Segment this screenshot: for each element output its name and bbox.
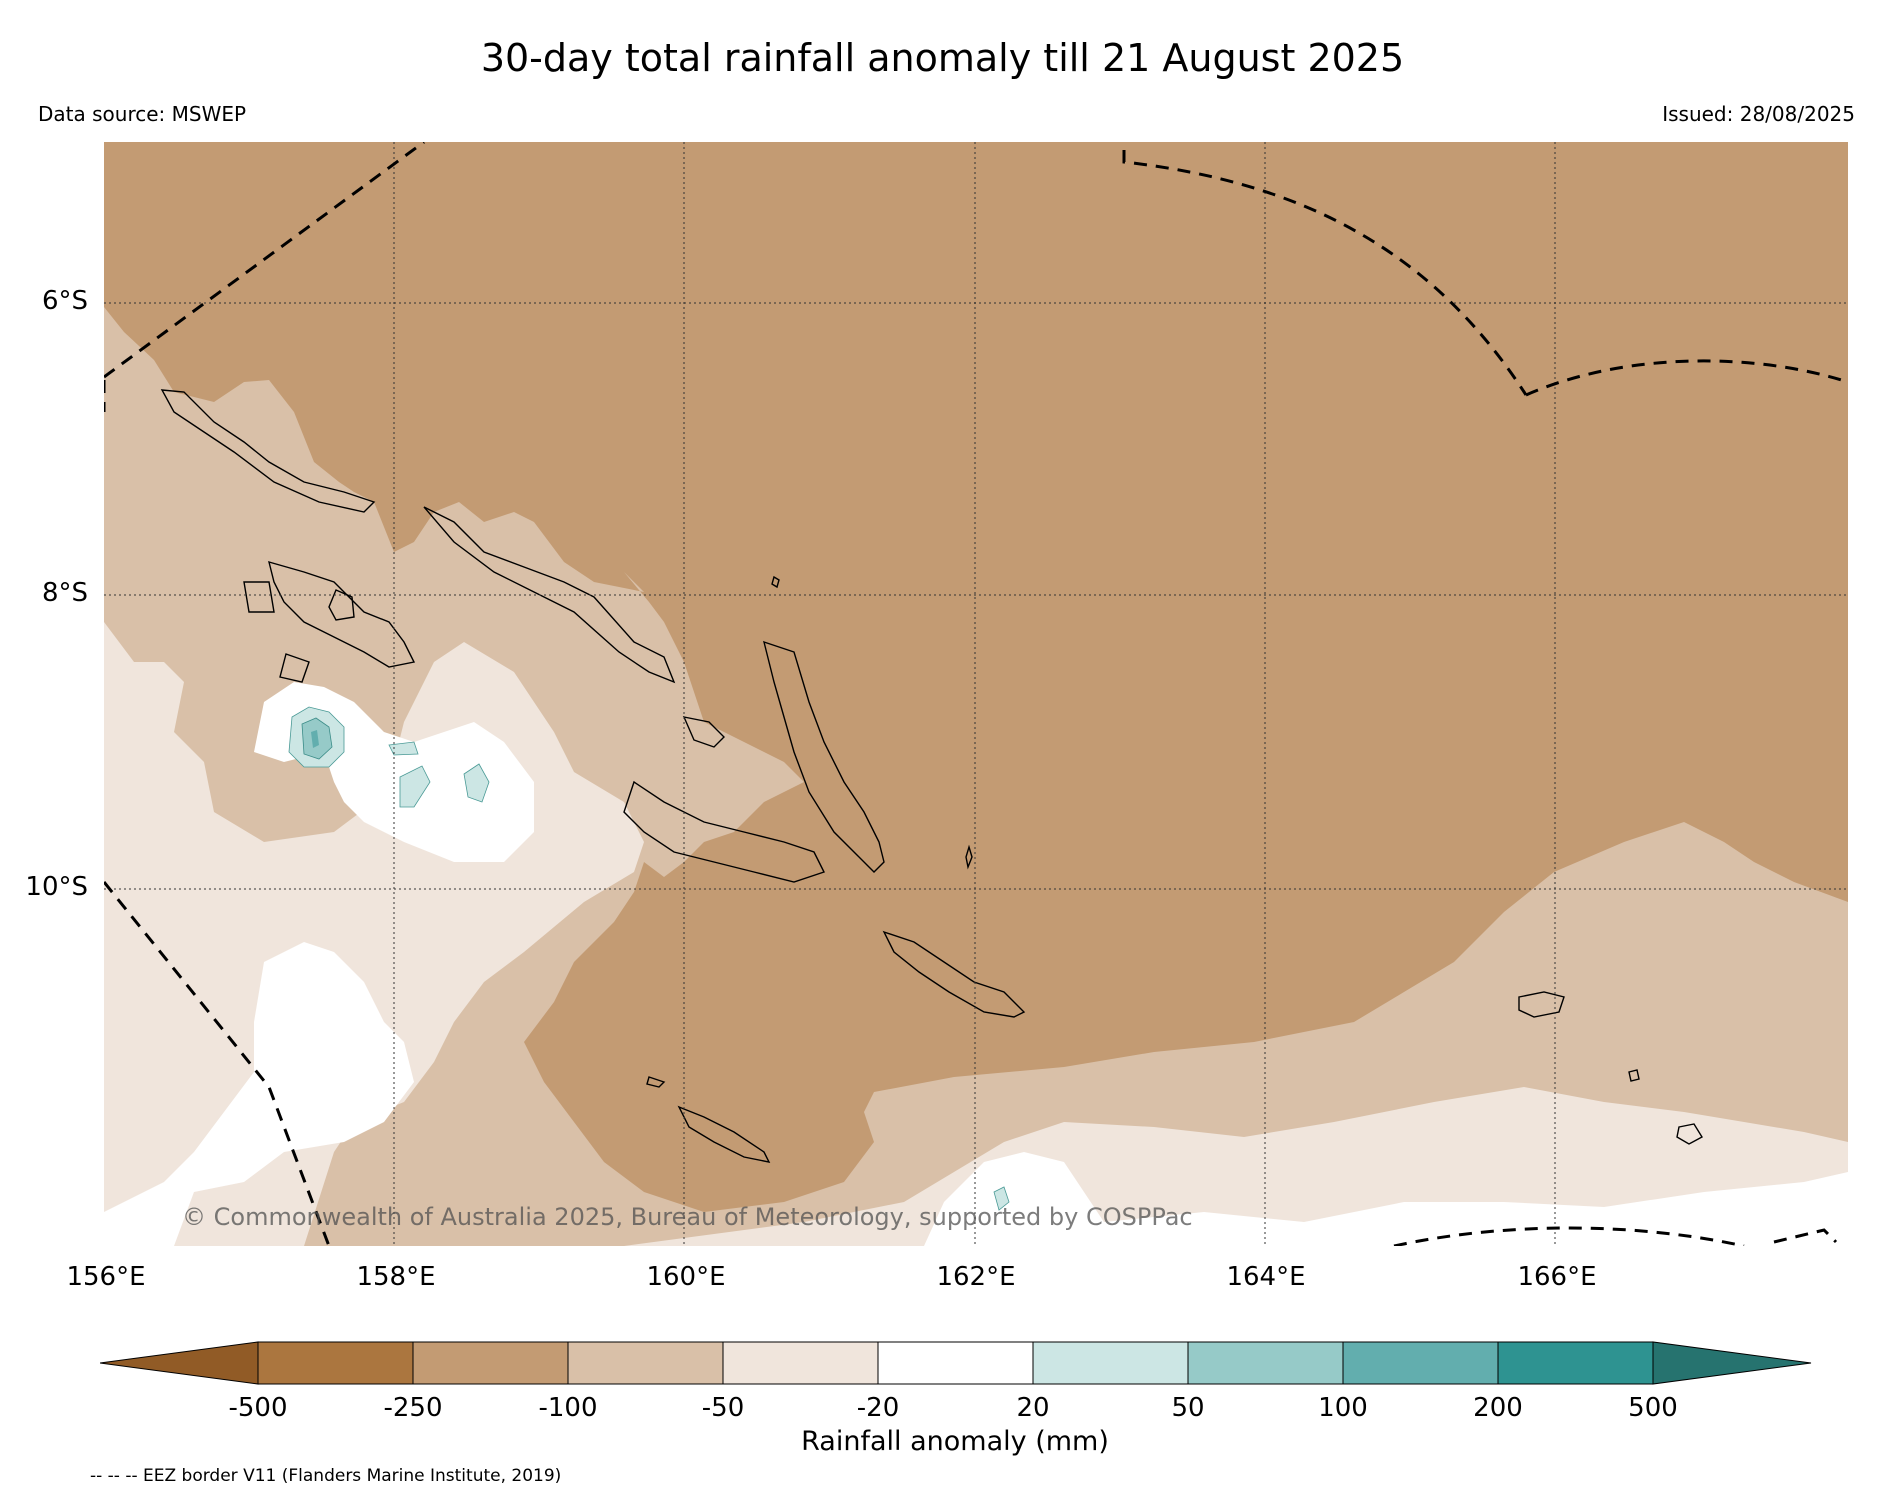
island-makira [677,1105,771,1163]
lat-label-8s: 8°S [41,578,88,608]
anomaly-band-100-50 [104,307,1848,1246]
eez-border-legend-note: -- -- -- EEZ border V11 (Flanders Marine… [90,1466,562,1486]
island-bougainville [160,389,376,513]
colorbar-tick-label: 50 [1171,1393,1205,1423]
eez-border-northeast [1122,150,1528,396]
island-isabel [763,640,885,873]
island-florida [682,716,725,748]
anomaly-patch-20-50-e [993,1186,1010,1211]
colorbar-tick-label: -250 [383,1393,443,1423]
anomaly-band-neutral-south [924,1152,1848,1246]
lon-label-164e: 164°E [1226,1262,1306,1292]
data-source-label: Data source: MSWEP [38,102,247,126]
colorbar-segment-20-50 [1032,1341,1189,1385]
colorbar-extend-right [1652,1341,1812,1385]
eez-borders [104,142,1848,1246]
island-choiseul [423,506,676,684]
island-rennell [646,1076,666,1088]
colorbar [100,1341,1812,1385]
island-utupua [1628,1069,1640,1082]
lat-label-10s: 10°S [25,872,88,902]
island-vella-lavella [243,581,275,613]
island-new-georgia [268,560,416,668]
colorbar-tick-label: 500 [1628,1393,1678,1423]
island-small-1 [771,575,780,589]
colorbar-segment-50-20 [722,1341,879,1385]
anomaly-patch-20-50-d [388,741,419,756]
eez-border-southeast [1773,1228,1838,1244]
colorbar-tick-label: 20 [1016,1393,1050,1423]
anomaly-band-neutral-southwest [104,942,414,1246]
rainfall-anomaly-map [104,142,1848,1246]
colorbar-tick-label: 100 [1318,1393,1368,1423]
lon-label-156e: 156°E [66,1262,146,1292]
chart-title: 30-day total rainfall anomaly till 21 Au… [480,36,1405,80]
island-small-2 [965,844,973,870]
graticule [104,142,1848,1246]
island-guadalcanal [623,780,825,883]
colorbar-segment-250-100 [412,1341,569,1385]
colorbar-tick-label: -20 [856,1393,900,1423]
anomaly-patch-20-50-c [463,763,490,803]
island-malaita [882,930,1026,1018]
island-rendova [279,653,310,683]
colorbar-tick-label: -100 [538,1393,598,1423]
colorbar-segment-100-200 [1342,1341,1499,1385]
colorbar-tick-label: -50 [701,1393,745,1423]
colorbar-segment-50-100 [1187,1341,1344,1385]
issued-date-label: Issued: 28/08/2025 [1662,102,1855,126]
lon-label-166e: 166°E [1517,1262,1597,1292]
eez-border-southwest [104,881,331,1246]
colorbar-tick-label: 200 [1473,1393,1523,1423]
lon-label-160e: 160°E [646,1262,726,1292]
copyright-notice: © Commonwealth of Australia 2025, Bureau… [182,1203,1193,1231]
eez-border-south [1393,1226,1745,1246]
island-kolombangara [328,589,355,621]
eez-border-east [1525,359,1848,397]
colorbar-segment-20-20 [877,1341,1034,1385]
lon-label-162e: 162°E [936,1262,1016,1292]
colorbar-extend-left [100,1341,259,1385]
coastlines [160,389,1703,1163]
lon-label-158e: 158°E [356,1262,436,1292]
colorbar-label: Rainfall anomaly (mm) [801,1426,1109,1457]
island-santa-cruz [1518,991,1565,1018]
island-vanikoro [1676,1123,1703,1145]
anomaly-patch-20-50-b [399,765,431,808]
colorbar-tick-label: -500 [228,1393,288,1423]
eez-border-northwest [104,142,425,379]
colorbar-segment-100-50 [567,1341,724,1385]
anomaly-patch-100-200 [311,730,319,748]
colorbar-segment-500-250 [257,1341,414,1385]
lat-label-6s: 6°S [41,286,88,316]
colorbar-segment-200-500 [1497,1341,1654,1385]
